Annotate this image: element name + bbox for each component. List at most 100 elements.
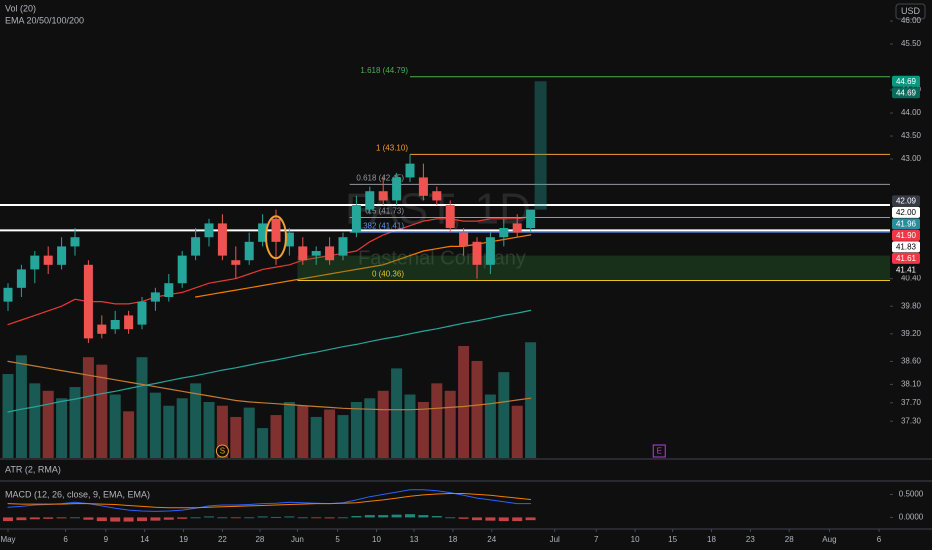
volume-bar xyxy=(82,357,94,458)
x-tick-label: 24 xyxy=(487,535,496,544)
x-tick-label: 10 xyxy=(372,535,381,544)
volume-bar xyxy=(230,416,242,458)
volume-label: Vol (20) xyxy=(5,3,36,13)
x-tick-label: Jul xyxy=(550,535,560,544)
volume-bar xyxy=(297,405,309,458)
fib-label: 0.382 (41.41) xyxy=(356,221,404,230)
macd-hist-bar xyxy=(351,516,362,518)
macd-hist-bar xyxy=(364,515,375,518)
ema-line xyxy=(7,360,532,411)
volume-bar xyxy=(15,355,27,458)
volume-bar xyxy=(176,398,188,458)
volume-bar xyxy=(364,398,376,458)
price-tag-label: 42.09 xyxy=(896,196,917,205)
x-tick-label: 22 xyxy=(218,535,227,544)
event-marker xyxy=(215,444,229,458)
candle-body xyxy=(485,237,495,265)
macd-hist-bar xyxy=(284,516,295,518)
candle-body xyxy=(499,228,509,238)
price-tag-label: 44.69 xyxy=(896,77,917,86)
x-tick-label: 18 xyxy=(448,535,457,544)
macd-label: MACD (12, 26, close, 9, EMA, EMA) xyxy=(5,489,150,499)
price-tag xyxy=(892,195,920,207)
price-tag xyxy=(892,241,920,253)
candle-body xyxy=(512,223,522,233)
y-tick-label: 43.00 xyxy=(901,154,922,163)
atr-label: ATR (2, RMA) xyxy=(5,464,61,474)
candle-body xyxy=(16,269,26,288)
macd-hist-bar xyxy=(110,517,121,522)
candle-body xyxy=(351,205,361,233)
volume-bar xyxy=(203,402,215,458)
candle-body xyxy=(191,237,201,256)
volume-bar xyxy=(257,428,269,458)
macd-hist-bar xyxy=(525,517,536,521)
candle-body xyxy=(445,205,455,229)
macd-hist-bar xyxy=(29,517,40,520)
candle-body xyxy=(217,223,227,256)
macd-hist-bar xyxy=(485,517,496,521)
macd-hist-bar xyxy=(204,516,214,518)
volume-bar xyxy=(471,360,483,458)
volume-bar xyxy=(56,398,68,458)
y-tick-label: 38.60 xyxy=(901,357,922,366)
volume-bar xyxy=(136,357,148,458)
macd-hist-bar xyxy=(217,517,228,519)
x-tick-label: May xyxy=(0,535,15,544)
volume-bar xyxy=(216,405,228,458)
volume-bar xyxy=(29,383,41,458)
macd-hist-bar xyxy=(96,517,107,522)
volume-bar xyxy=(190,383,202,458)
signal-line xyxy=(7,493,532,509)
volume-bar xyxy=(498,372,510,458)
candle-body xyxy=(137,301,147,325)
x-tick-label: 14 xyxy=(140,535,149,544)
candle-body xyxy=(3,287,13,302)
fib-label: 1 (43.10) xyxy=(376,144,408,153)
volume-bar xyxy=(123,411,135,458)
price-tag xyxy=(892,206,920,218)
candle-body xyxy=(204,223,214,238)
volume-bar xyxy=(109,394,121,458)
x-tick-label: Aug xyxy=(822,535,836,544)
macd-hist-bar xyxy=(70,517,80,519)
candle-body xyxy=(57,246,67,265)
candle-body xyxy=(405,163,415,178)
currency-box[interactable] xyxy=(895,3,926,20)
macd-hist-bar xyxy=(163,517,174,520)
x-tick-label: 23 xyxy=(746,535,755,544)
macd-hist-bar xyxy=(230,517,241,519)
candle-body xyxy=(43,255,53,265)
candle-body xyxy=(70,237,80,247)
volume-bar xyxy=(525,342,537,458)
candle-body xyxy=(459,232,469,247)
fib-label: 1.618 (44.79) xyxy=(360,66,408,75)
volume-bar xyxy=(2,374,14,458)
macd-hist-bar xyxy=(56,517,67,519)
macd-hist-bar xyxy=(190,517,201,519)
macd-hist-bar xyxy=(512,517,523,522)
ema-label: EMA 20/50/100/200 xyxy=(5,15,84,25)
price-tag xyxy=(892,229,920,241)
volume-bar xyxy=(149,392,161,458)
currency: USD xyxy=(901,6,921,16)
price-tag xyxy=(892,264,920,276)
volume-bar xyxy=(337,415,349,458)
price-tag-label: 41.96 xyxy=(896,219,917,228)
price-tag-label: 41.83 xyxy=(896,242,917,251)
ema-line xyxy=(7,309,532,413)
price-tag-label: 41.90 xyxy=(896,231,917,240)
candle-body xyxy=(30,255,40,270)
event-label: S xyxy=(220,447,225,456)
volume-bar xyxy=(458,346,470,458)
y-tick-label: 39.20 xyxy=(901,329,922,338)
candle-body xyxy=(392,177,402,201)
macd-hist-bar xyxy=(445,517,456,519)
macd-hist-bar xyxy=(378,515,389,518)
macd-hist-bar xyxy=(311,517,322,519)
volume-bar xyxy=(431,383,443,458)
price-tag-label: 41.61 xyxy=(896,254,917,263)
macd-hist-bar xyxy=(3,517,13,522)
y-tick-label: 40.40 xyxy=(901,274,922,283)
y-tick-label: 43.50 xyxy=(901,131,922,140)
